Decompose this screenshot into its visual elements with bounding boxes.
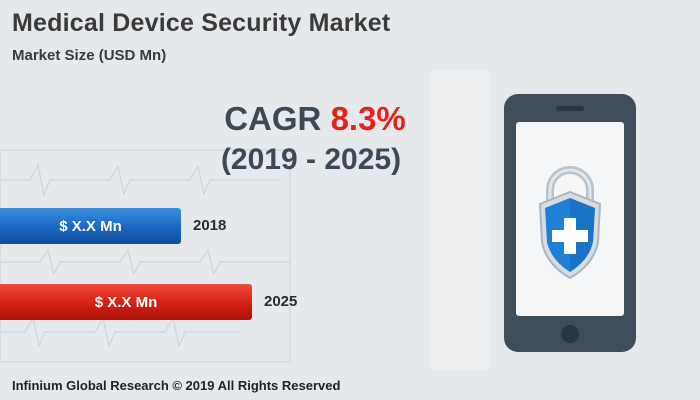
chart-subtitle: Market Size (USD Mn) (12, 47, 167, 64)
cagr-heading: CAGR 8.3% (210, 100, 420, 138)
cagr-value: 8.3% (330, 100, 406, 137)
cagr-period: (2019 - 2025) (220, 143, 402, 176)
cagr-label: CAGR (224, 100, 322, 137)
chart-title: Medical Device Security Market (12, 9, 391, 37)
bar-value-label-2025: $ X.X Mn (94, 293, 158, 311)
bar-year-label-2025: 2025 (264, 293, 298, 310)
footer-copyright: Infinium Global Research © 2019 All Righ… (12, 378, 341, 393)
bar-2025: $ X.X Mn (0, 284, 252, 320)
phone-shield-icon (504, 94, 636, 352)
bar-2018: $ X.X Mn (0, 208, 181, 244)
bar-value-label-2018: $ X.X Mn (59, 217, 122, 235)
bar-year-label-2018: 2018 (193, 217, 227, 234)
